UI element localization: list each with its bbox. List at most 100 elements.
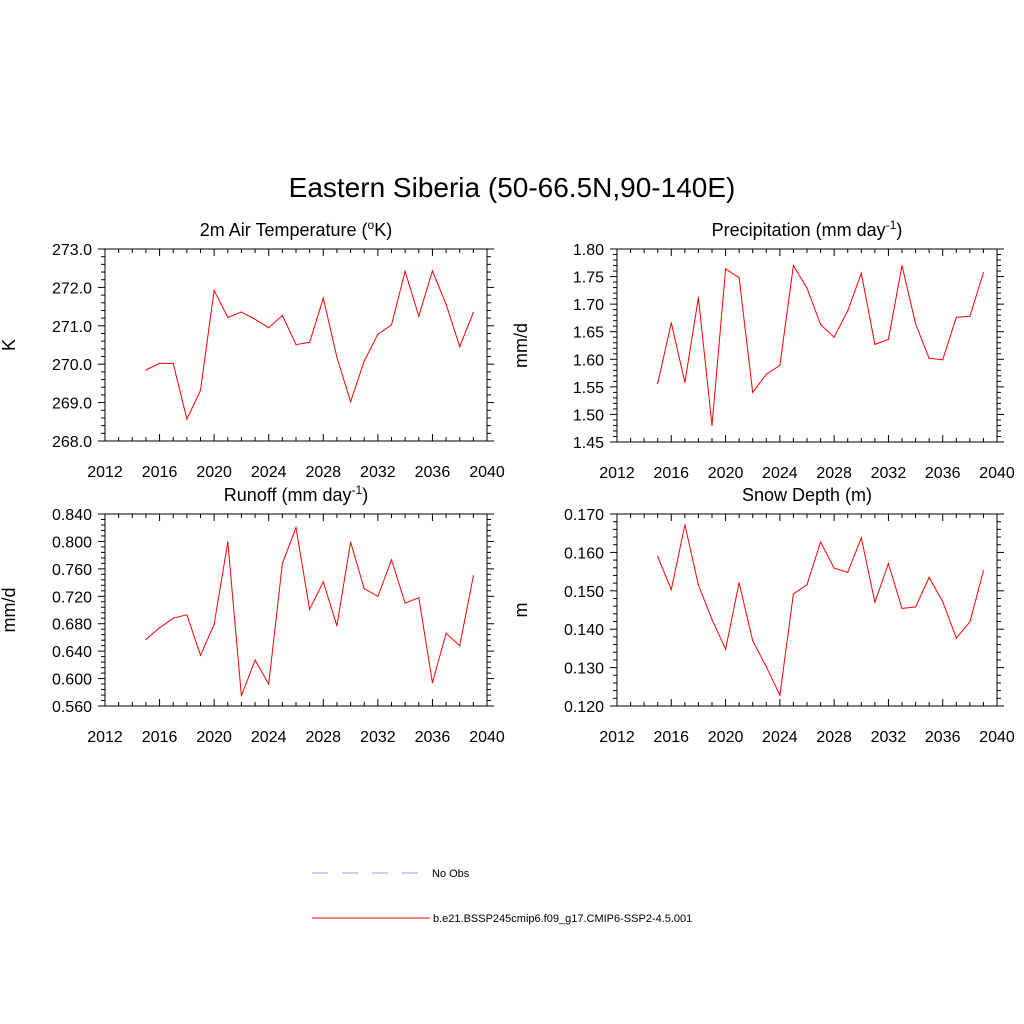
air-temperature-ytick-label: 269.0 [52, 396, 92, 413]
runoff-xtick-label: 2016 [142, 729, 178, 746]
snow-depth-data-point [847, 571, 849, 574]
precipitation-xtick-label: 2032 [871, 465, 907, 482]
precipitation-data-point [684, 381, 686, 383]
runoff-data-point [390, 559, 393, 561]
runoff-ytick-label: 0.800 [52, 534, 92, 551]
runoff-data-point [199, 654, 202, 656]
precipitation-ytick-label: 1.45 [573, 435, 604, 452]
snow-depth-ylabel: m [511, 603, 531, 618]
precipitation-data-point [915, 323, 917, 325]
legend-label-no-obs: No Obs [432, 868, 470, 880]
precipitation-data-point [928, 357, 930, 359]
precipitation-data-point [833, 336, 835, 338]
air-temperature-data-point [418, 315, 420, 317]
precipitation-data-point [792, 264, 795, 267]
precipitation-ytick-label: 1.60 [573, 352, 604, 369]
snow-depth-data-point [711, 619, 713, 621]
air-temperature-data-point [445, 303, 447, 305]
snow-depth-data-point [792, 593, 795, 595]
precipitation-data-point [969, 315, 971, 317]
snow-depth-xtick-label: 2032 [871, 729, 907, 746]
air-temperature-xtick-label: 2032 [360, 464, 396, 481]
precipitation-data-point [765, 373, 767, 375]
air-temperature-data-point [336, 356, 338, 358]
air-temperature-data-point [240, 311, 242, 313]
snow-depth-xtick-label: 2040 [979, 729, 1015, 746]
precipitation-data-point [860, 272, 862, 274]
precipitation-ytick-label: 1.55 [573, 380, 604, 397]
snow-depth-ytick-label: 0.130 [564, 661, 604, 678]
precipitation-ytick-label: 1.65 [573, 325, 604, 342]
snow-depth-xtick-label: 2036 [925, 729, 961, 746]
legend: No Obs b.e21.BSSP245cmip6.f09_g17.CMIP6-… [312, 868, 692, 925]
air-temperature-ytick-label: 273.0 [52, 242, 92, 259]
precipitation-data-point [901, 264, 903, 267]
precipitation-xtick-label: 2040 [979, 465, 1015, 482]
air-temperature-data-point [199, 389, 202, 391]
precipitation-ytick-label: 1.50 [573, 407, 604, 424]
runoff-data-point [268, 683, 270, 685]
runoff-data-point [418, 597, 420, 599]
panel-snow-depth: 2012 2016 2020 2024 2028 2032 2036 2040 0.120 0.1… [511, 485, 1015, 746]
air-temperature-data-point [472, 311, 474, 313]
snow-depth-data-point [806, 584, 808, 586]
snow-depth-data-point [982, 570, 985, 572]
runoff-ytick-label: 0.560 [52, 699, 92, 716]
snow-depth-data-point [765, 666, 767, 668]
runoff-data-point [377, 595, 379, 597]
snow-depth-data-point [942, 601, 944, 603]
snow-depth-xtick-label: 2020 [708, 729, 744, 746]
air-temperature-ytick-label: 272.0 [52, 280, 92, 297]
runoff-data-point [350, 541, 352, 543]
runoff-data-point [186, 614, 188, 616]
snow-depth-data-point [833, 567, 835, 569]
runoff-xtick-label: 2032 [360, 729, 396, 746]
air-temperature-data-point [186, 418, 188, 420]
snow-depth-data-point [725, 648, 727, 650]
air-temperature-data-point [145, 369, 147, 371]
snow-depth-data-point [820, 541, 822, 543]
runoff-data-point [172, 617, 174, 619]
precipitation-title: Precipitation (mm day-1) [712, 218, 903, 240]
air-temperature-data-point [309, 341, 311, 343]
snow-depth-data-point [697, 584, 700, 586]
air-temperature-data-point [363, 360, 365, 362]
air-temperature-xtick-label: 2016 [142, 464, 178, 481]
precipitation-data-point [752, 391, 754, 393]
snow-depth-data-point [752, 640, 754, 642]
precipitation-data-point [711, 424, 713, 427]
snow-depth-data-point [670, 589, 672, 591]
air-temperature-data-point [172, 362, 174, 364]
air-temperature-xtick-label: 2028 [305, 464, 341, 481]
air-temperature-data-point [254, 318, 256, 320]
air-temperature-data-point [377, 333, 379, 335]
snow-depth-title: Snow Depth (m) [742, 485, 872, 505]
runoff-xtick-label: 2020 [196, 729, 232, 746]
precipitation-data-point [847, 310, 849, 312]
air-temperature-data-point [459, 345, 461, 348]
precipitation-ytick-label: 1.75 [573, 270, 604, 287]
figure-title: Eastern Siberia (50-66.5N,90-140E) [289, 172, 736, 203]
precipitation-xtick-label: 2036 [925, 465, 961, 482]
panel-precipitation: 2012 2016 2020 2024 2028 2032 2036 2040 1.45 1.50… [511, 218, 1015, 482]
air-temperature-data-point [159, 362, 161, 364]
snow-depth-ytick-label: 0.120 [564, 699, 604, 716]
snow-depth-ytick-label: 0.160 [564, 545, 604, 562]
precipitation-data-point [874, 343, 876, 345]
precipitation-data-point [779, 364, 781, 366]
snow-depth-data-point [874, 601, 876, 603]
snow-depth-xtick-label: 2016 [653, 729, 689, 746]
runoff-data-point [336, 625, 338, 627]
runoff-ytick-label: 0.640 [52, 644, 92, 661]
snow-depth-data-point [901, 607, 903, 610]
air-temperature-data-point [227, 316, 229, 318]
precipitation-ylabel: mm/d [511, 323, 531, 368]
snow-depth-data-point [955, 637, 957, 639]
air-temperature-data-point [268, 327, 270, 329]
runoff-ytick-label: 0.720 [52, 589, 92, 606]
precipitation-data-point [820, 323, 822, 326]
runoff-data-point [240, 695, 242, 697]
air-temperature-data-point [350, 401, 352, 403]
